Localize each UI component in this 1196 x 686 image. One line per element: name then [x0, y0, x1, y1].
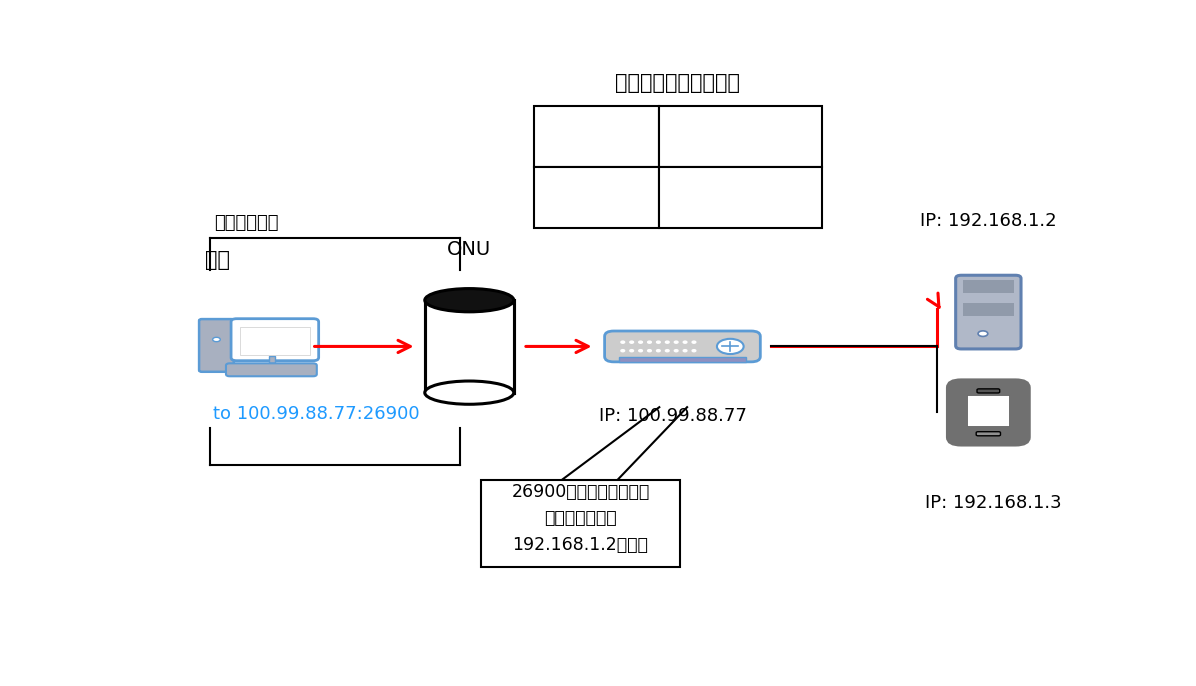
FancyBboxPatch shape — [976, 431, 1001, 436]
Circle shape — [683, 341, 687, 343]
Circle shape — [621, 341, 624, 343]
Bar — [963, 280, 1013, 293]
Bar — [269, 356, 275, 363]
Bar — [425, 300, 514, 392]
Circle shape — [639, 350, 642, 352]
Bar — [659, 167, 822, 228]
Text: アナログ信号: アナログ信号 — [214, 214, 279, 232]
Text: ONU: ONU — [447, 240, 492, 259]
Circle shape — [657, 350, 660, 352]
Circle shape — [213, 338, 220, 342]
Circle shape — [630, 350, 634, 352]
Bar — [535, 106, 659, 167]
Circle shape — [675, 350, 678, 352]
Text: ルーティングテーブル: ルーティングテーブル — [615, 73, 740, 93]
Circle shape — [647, 350, 652, 352]
FancyBboxPatch shape — [947, 380, 1030, 445]
Bar — [481, 480, 681, 567]
Circle shape — [716, 339, 744, 354]
Circle shape — [621, 350, 624, 352]
FancyBboxPatch shape — [977, 389, 1000, 393]
Text: ポート: ポート — [580, 128, 612, 145]
Text: 転送先: 転送先 — [725, 128, 757, 145]
Bar — [963, 303, 1013, 316]
Text: IP: 192.168.1.2: IP: 192.168.1.2 — [920, 212, 1056, 230]
Ellipse shape — [425, 381, 514, 404]
FancyBboxPatch shape — [231, 319, 318, 361]
Circle shape — [675, 341, 678, 343]
Circle shape — [692, 350, 696, 352]
Bar — [618, 357, 746, 362]
Circle shape — [978, 331, 988, 336]
Bar — [968, 395, 1009, 426]
Bar — [240, 327, 310, 355]
Text: 26900: 26900 — [568, 188, 626, 206]
FancyBboxPatch shape — [226, 364, 317, 377]
Text: to 100.99.88.77:26900: to 100.99.88.77:26900 — [213, 405, 420, 423]
Text: 26900だからルーティン
グテーブルから
192.168.1.2宛だな: 26900だからルーティン グテーブルから 192.168.1.2宛だな — [512, 483, 649, 554]
Bar — [659, 106, 822, 167]
Circle shape — [639, 341, 642, 343]
FancyBboxPatch shape — [956, 275, 1021, 349]
FancyBboxPatch shape — [605, 331, 761, 362]
Bar — [535, 167, 659, 228]
Circle shape — [665, 341, 669, 343]
Text: 友達: 友達 — [206, 250, 230, 270]
Circle shape — [683, 350, 687, 352]
FancyBboxPatch shape — [199, 319, 234, 372]
Circle shape — [657, 341, 660, 343]
Circle shape — [630, 341, 634, 343]
Circle shape — [665, 350, 669, 352]
Text: 192.168.1.2: 192.168.1.2 — [687, 188, 794, 206]
Text: IP: 100.99.88.77: IP: 100.99.88.77 — [599, 407, 748, 425]
Circle shape — [692, 341, 696, 343]
Text: IP: 192.168.1.3: IP: 192.168.1.3 — [925, 495, 1061, 512]
Circle shape — [647, 341, 652, 343]
Ellipse shape — [425, 289, 514, 312]
